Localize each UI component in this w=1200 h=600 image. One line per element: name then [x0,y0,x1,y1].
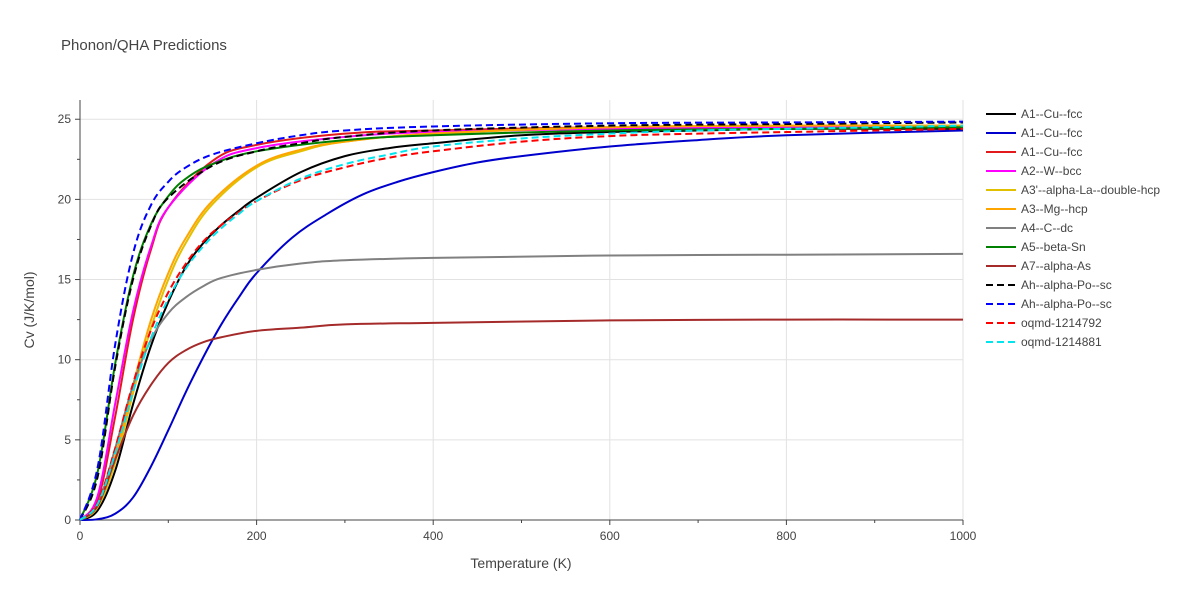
legend-label: oqmd-1214881 [1021,335,1102,349]
series-line-7 [79,252,964,521]
legend[interactable]: A1--Cu--fcc A1--Cu--fcc A1--Cu--fcc A2--W--… [986,107,1160,349]
legend-item-1[interactable]: A1--Cu--fcc [986,107,1082,121]
series-line-8 [79,126,964,521]
y-tick-label: 5 [64,433,71,447]
y-tick-label: 20 [58,192,72,206]
series-line-4 [79,126,964,521]
legend-label: A7--alpha-As [1021,259,1091,273]
legend-label: A4--C--dc [1021,221,1073,235]
y-axis-title: Cv (J/K/mol) [21,272,37,349]
axes [75,100,964,525]
legend-label: Ah--alpha-Po--sc [1021,297,1112,311]
x-tick-label: 800 [776,529,796,543]
series-line-12 [79,127,964,521]
x-tick-label: 1000 [950,529,977,543]
chart-title: Phonon/QHA Predictions [61,37,227,54]
x-tick-labels: 0 200 400 600 800 1000 [77,529,977,543]
x-axis-title: Temperature (K) [470,555,571,571]
legend-item-5[interactable]: A3'--alpha-La--double-hcp [986,183,1160,197]
y-tick-label: 25 [58,112,72,126]
x-tick-label: 200 [247,529,267,543]
legend-label: Ah--alpha-Po--sc [1021,278,1112,292]
legend-item-12[interactable]: oqmd-1214792 [986,316,1102,330]
series-line-5 [79,124,964,521]
series-line-6 [79,124,964,521]
legend-item-9[interactable]: A7--alpha-As [986,259,1091,273]
legend-item-7[interactable]: A4--C--dc [986,221,1073,235]
legend-label: A1--Cu--fcc [1021,145,1082,159]
y-tick-labels: 0 5 10 15 20 25 [58,112,72,527]
legend-item-8[interactable]: A5--beta-Sn [986,240,1086,254]
legend-item-4[interactable]: A2--W--bcc [986,164,1081,178]
legend-label: A5--beta-Sn [1021,240,1086,254]
x-tick-label: 400 [423,529,443,543]
legend-label: A3--Mg--hcp [1021,202,1088,216]
legend-item-2[interactable]: A1--Cu--fcc [986,126,1082,140]
series-line-2 [79,129,964,521]
series-line-9 [79,318,964,521]
series-lines [79,120,964,521]
legend-item-3[interactable]: A1--Cu--fcc [986,145,1082,159]
y-tick-label: 15 [58,273,72,287]
series-line-1 [79,127,964,521]
series-line-10 [79,121,964,521]
legend-label: A1--Cu--fcc [1021,126,1082,140]
legend-item-6[interactable]: A3--Mg--hcp [986,202,1088,216]
legend-item-10[interactable]: Ah--alpha-Po--sc [986,278,1112,292]
gridlines [80,100,964,520]
legend-label: A1--Cu--fcc [1021,107,1082,121]
series-line-11 [79,120,964,521]
legend-label: oqmd-1214792 [1021,316,1102,330]
x-tick-label: 0 [77,529,84,543]
legend-label: A3'--alpha-La--double-hcp [1021,183,1160,197]
legend-label: A2--W--bcc [1021,164,1081,178]
series-line-13 [79,124,964,521]
legend-item-11[interactable]: Ah--alpha-Po--sc [986,297,1112,311]
y-tick-label: 0 [64,513,71,527]
legend-item-13[interactable]: oqmd-1214881 [986,335,1102,349]
x-tick-label: 600 [600,529,620,543]
series-line-3 [79,125,963,521]
y-tick-label: 10 [58,353,72,367]
